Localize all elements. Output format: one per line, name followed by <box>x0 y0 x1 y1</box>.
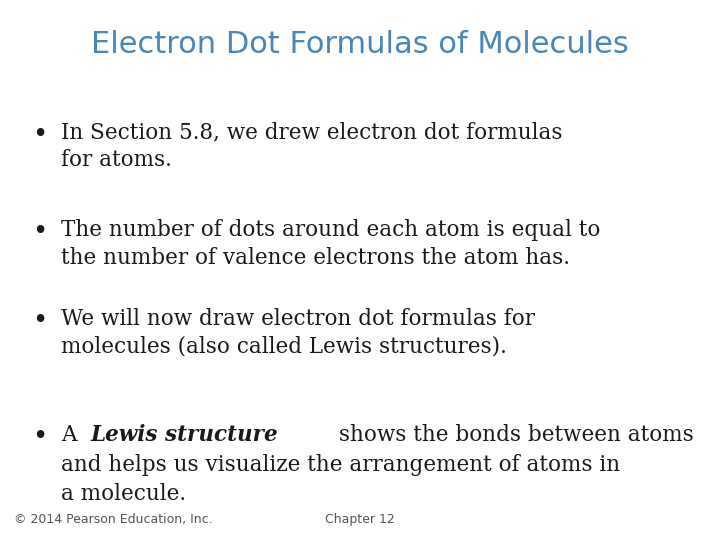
Text: © 2014 Pearson Education, Inc.: © 2014 Pearson Education, Inc. <box>14 514 213 526</box>
Text: Electron Dot Formulas of Molecules: Electron Dot Formulas of Molecules <box>91 30 629 59</box>
Text: Lewis structure: Lewis structure <box>90 424 278 446</box>
Text: A: A <box>61 424 84 446</box>
Text: We will now draw electron dot formulas for
molecules (also called Lewis structur: We will now draw electron dot formulas f… <box>61 308 535 357</box>
Text: •: • <box>32 308 48 334</box>
Text: The number of dots around each atom is equal to
the number of valence electrons : The number of dots around each atom is e… <box>61 219 600 268</box>
Text: In Section 5.8, we drew electron dot formulas
for atoms.: In Section 5.8, we drew electron dot for… <box>61 122 563 172</box>
Text: •: • <box>32 122 48 147</box>
Text: a molecule.: a molecule. <box>61 483 186 505</box>
Text: •: • <box>32 424 48 450</box>
Text: and helps us visualize the arrangement of atoms in: and helps us visualize the arrangement o… <box>61 454 621 476</box>
Text: •: • <box>32 219 48 245</box>
Text: shows the bonds between atoms: shows the bonds between atoms <box>332 424 694 446</box>
Text: Chapter 12: Chapter 12 <box>325 514 395 526</box>
